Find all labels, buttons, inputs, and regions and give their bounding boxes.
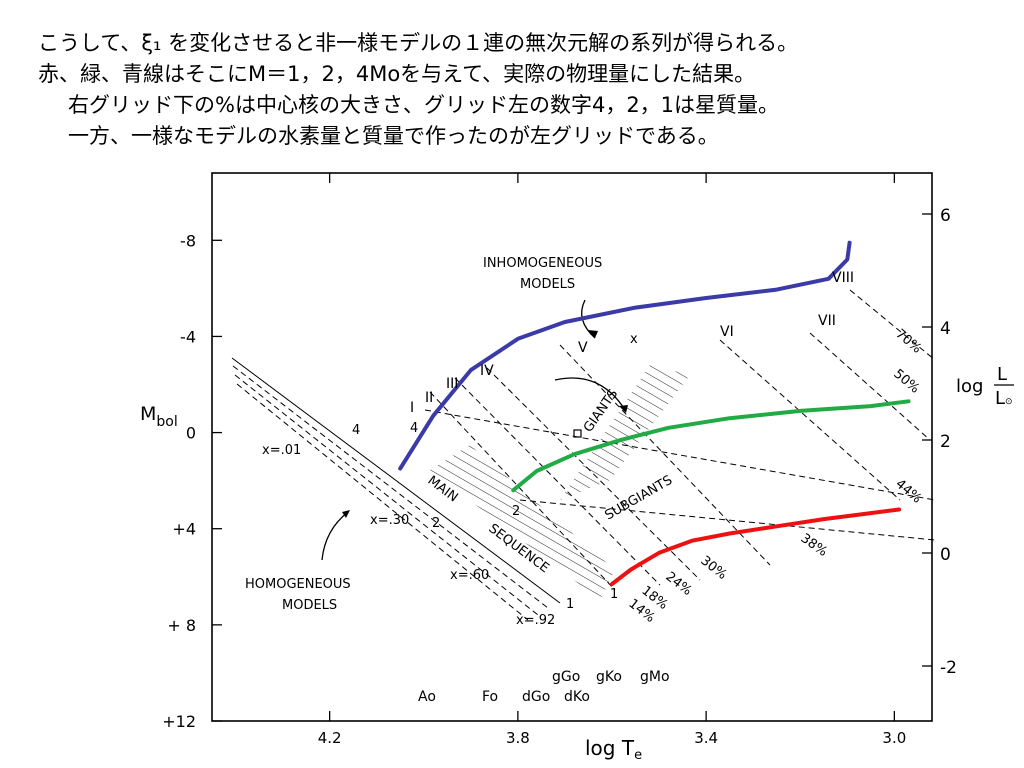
y-right-tick-label: 0 <box>940 545 951 565</box>
homogeneous-arrowhead <box>342 510 350 518</box>
series-line-0 <box>398 240 852 471</box>
y-left-tick-label: -8 <box>180 231 196 250</box>
inhomogeneous-arrowhead <box>588 330 598 338</box>
percent-44: 44% <box>892 477 924 507</box>
x-tick-label: 4.2 <box>318 729 342 747</box>
spectral-Fo: Fo <box>482 689 498 705</box>
x-mark-01: x=.01 <box>262 443 301 458</box>
y-right-tick-label: 6 <box>940 206 951 226</box>
mass-left-2: 2 <box>432 516 440 531</box>
series-line-1 <box>511 399 911 493</box>
giant-hatch <box>560 365 690 500</box>
caption-line-2: 赤、緑、青線はそこにM＝1，2，4Moを与えて、実際の物理量にした結果。 <box>38 62 756 86</box>
mass-right-2: 2 <box>512 504 520 519</box>
y-right-axis-label: log L L⊙ <box>956 364 1014 409</box>
axis-ticks: 4.2 3.8 3.4 3.0 -8 -4 0 +4 + 8 +12 6 4 2 0 -2 <box>162 173 957 747</box>
x-mark-60: x=.60 <box>450 568 489 583</box>
giants-arrow <box>554 377 626 411</box>
sun-box-marker <box>573 429 582 438</box>
roman-2: II <box>425 390 433 406</box>
roman-3: III <box>446 376 458 392</box>
mass-left-4: 4 <box>352 423 360 438</box>
x-axis-label: log Te <box>585 736 642 763</box>
percent-50: 50% <box>890 367 922 397</box>
x-tick-label: 3.0 <box>882 729 906 747</box>
inhomogeneous-label-2: MODELS <box>520 277 575 292</box>
spectral-gKo: gKo <box>596 669 622 685</box>
y-left-tick-label: +12 <box>162 712 196 731</box>
spectral-Ao: Ao <box>418 689 436 705</box>
inhomogeneous-grid <box>424 289 936 591</box>
mass-right-1: 1 <box>610 587 618 602</box>
roman-6: VI <box>720 324 734 340</box>
caption-line-3: 右グリッド下の%は中心核の大きさ、グリッド左の数字4，2，1は星質量。 <box>68 93 780 117</box>
homogeneous-arrow <box>321 511 349 561</box>
y-right-tick-label: -2 <box>940 658 957 678</box>
subgiants-label: SUBGIANTS <box>603 473 676 524</box>
x-mark-92: x=.92 <box>516 613 555 628</box>
spectral-gMo: gMo <box>640 669 670 685</box>
giants-arrowhead <box>619 405 628 413</box>
spectral-dGo: dGo <box>522 689 550 705</box>
homogeneous-label-1: HOMOGENEOUS <box>245 577 351 592</box>
percent-38: 38% <box>798 531 830 560</box>
roman-5: V <box>578 340 588 356</box>
y-left-axis-label: Mbol <box>140 403 178 430</box>
roman-7: VII <box>818 313 836 329</box>
roman-4: IV <box>480 363 494 379</box>
spectral-gGo: gGo <box>552 669 580 685</box>
mass-left-1: 1 <box>566 597 574 612</box>
homogeneous-grid <box>231 357 561 621</box>
inhomogeneous-label-1: INHOMOGENEOUS <box>483 256 602 271</box>
svg-text:log: log <box>956 376 983 397</box>
caption-text: こうして、ξ₁ を変化させると非一様モデルの１連の無次元解の系列が得られる。 赤… <box>38 28 1018 152</box>
y-left-tick-label: -4 <box>180 327 196 346</box>
percent-30: 30% <box>698 553 730 583</box>
roman-8: VIII <box>832 270 854 286</box>
y-left-tick-label: + 8 <box>167 616 196 635</box>
x-tick-label: 3.4 <box>694 729 718 747</box>
cross-marker: x <box>630 332 638 347</box>
plot-frame <box>211 172 933 722</box>
y-right-tick-label: 4 <box>940 319 951 339</box>
y-right-tick-label: 2 <box>940 432 951 452</box>
svg-text:L⊙: L⊙ <box>995 388 1013 409</box>
x-mark-30: x=.30 <box>370 513 409 528</box>
y-left-tick-label: +4 <box>172 520 196 539</box>
y-left-tick-label: 0 <box>186 424 196 443</box>
percent-24: 24% <box>663 569 695 599</box>
mass-left-upper-4: 4 <box>410 421 418 436</box>
series-lines <box>398 240 911 586</box>
spectral-dKo: dKo <box>564 689 590 705</box>
x-tick-label: 3.8 <box>506 729 530 747</box>
percent-70: 70% <box>892 327 924 357</box>
caption-line-4: 一方、一様なモデルの水素量と質量で作ったのが左グリッドである。 <box>68 124 719 148</box>
series-line-2 <box>610 507 902 586</box>
main-sequence-hatch <box>430 445 615 600</box>
caption-line-1: こうして、ξ₁ を変化させると非一様モデルの１連の無次元解の系列が得られる。 <box>38 31 799 55</box>
roman-1: I <box>410 400 414 416</box>
homogeneous-label-2: MODELS <box>282 598 337 613</box>
svg-text:L: L <box>997 364 1007 385</box>
